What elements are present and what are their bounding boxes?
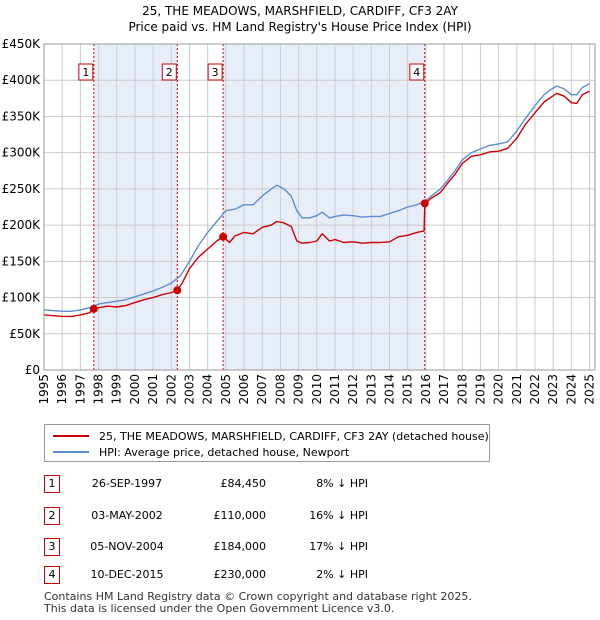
shaded-range <box>223 44 425 370</box>
footer-copyright: Contains HM Land Registry data © Crown c… <box>44 590 472 603</box>
x-tick-label: 2001 <box>146 374 160 405</box>
x-tick-label: 2009 <box>292 374 306 405</box>
sale-marker-label: 2 <box>166 66 173 79</box>
legend-label-hpi: HPI: Average price, detached house, Newp… <box>99 445 350 459</box>
x-tick-label: 2003 <box>182 374 196 405</box>
transaction-hpi-diff: 2% ↓ HPI <box>316 568 368 581</box>
y-tick-label: £50K <box>9 327 41 341</box>
transaction-date: 05-NOV-2004 <box>90 540 164 553</box>
x-tick-label: 1997 <box>73 374 87 405</box>
x-tick-label: 2000 <box>128 374 142 405</box>
sale-markers: 1 2 3 4 <box>78 44 426 370</box>
sale-marker-label: 4 <box>413 66 420 79</box>
x-tick-label: 2020 <box>492 374 506 405</box>
series-lines <box>43 83 590 318</box>
transaction-price: £184,000 <box>213 540 267 553</box>
y-tick-label: £450K <box>2 37 42 51</box>
y-tick-label: £200K <box>2 218 42 232</box>
x-tick-label: 2021 <box>510 374 524 405</box>
transaction-number: 3 <box>44 538 60 556</box>
x-tick-label: 2013 <box>364 374 378 405</box>
x-tick-label: 2024 <box>564 374 578 405</box>
transaction-number: 2 <box>44 507 60 525</box>
x-tick-label: 2023 <box>546 374 560 405</box>
chart-title-line2: Price paid vs. HM Land Registry's House … <box>128 20 472 34</box>
y-tick-label: £300K <box>2 146 42 160</box>
series-line-hpi <box>43 83 590 312</box>
x-tick-label: 2018 <box>455 374 469 405</box>
legend-line-price-paid <box>53 435 89 437</box>
transaction-price: £84,450 <box>220 477 267 490</box>
transaction-number: 1 <box>44 475 60 493</box>
x-tick-label: 2002 <box>164 374 178 405</box>
x-tick-label: 2010 <box>310 374 324 405</box>
x-tick-label: 2006 <box>237 374 251 405</box>
x-tick-label: 2008 <box>273 374 287 405</box>
x-tick-label: 2022 <box>528 374 542 405</box>
plot-frame <box>43 43 596 371</box>
x-tick-label: 2004 <box>201 374 215 405</box>
series-line-price-paid <box>43 90 590 318</box>
y-tick-label: £100K <box>2 291 42 305</box>
chart-title-line1: 25, THE MEADOWS, MARSHFIELD, CARDIFF, CF… <box>142 4 458 18</box>
y-tick-label: £0 <box>25 363 40 377</box>
axes: £0 £50K £100K £150K £200K £250K £300K £350K £400… <box>2 37 597 405</box>
shaded-range <box>93 44 178 370</box>
transaction-number: 4 <box>44 566 60 584</box>
x-tick-label: 2025 <box>583 374 597 405</box>
x-tick-label: 2007 <box>255 374 269 405</box>
y-tick-label: £350K <box>2 109 42 123</box>
x-tick-label: 2011 <box>328 374 342 405</box>
y-tick-label: £150K <box>2 254 42 268</box>
y-tick-label: £250K <box>2 182 42 196</box>
x-tick-label: 2017 <box>437 374 451 405</box>
sale-marker-box <box>207 63 223 81</box>
legend-label-price-paid: 25, THE MEADOWS, MARSHFIELD, CARDIFF, CF… <box>99 429 489 443</box>
legend-item-price-paid: 25, THE MEADOWS, MARSHFIELD, CARDIFF, CF… <box>53 429 489 443</box>
sale-marker-box <box>409 63 425 81</box>
x-tick-label: 2012 <box>346 374 360 405</box>
transaction-row: 3 05-NOV-2004 £184,000 17% ↓ HPI <box>0 538 600 558</box>
x-tick-label: 2005 <box>219 374 233 405</box>
legend-line-hpi <box>53 451 89 453</box>
y-tick-label: £400K <box>2 73 42 87</box>
x-tick-label: 2016 <box>419 374 433 405</box>
transaction-date: 03-MAY-2002 <box>91 509 163 522</box>
x-tick-label: 1999 <box>110 374 124 405</box>
transaction-date: 26-SEP-1997 <box>91 477 163 490</box>
footer-licence: This data is licensed under the Open Gov… <box>44 602 395 615</box>
sale-point <box>219 232 228 241</box>
legend: 25, THE MEADOWS, MARSHFIELD, CARDIFF, CF… <box>44 424 490 462</box>
x-tick-label: 2014 <box>383 374 397 405</box>
transaction-date: 10-DEC-2015 <box>90 568 164 581</box>
x-tick-label: 1998 <box>92 374 106 405</box>
sale-points <box>89 199 429 313</box>
x-tick-label: 2019 <box>473 374 487 405</box>
sale-marker-box <box>78 63 94 81</box>
transaction-hpi-diff: 8% ↓ HPI <box>316 477 368 490</box>
sale-point <box>173 286 182 295</box>
transaction-hpi-diff: 17% ↓ HPI <box>309 540 368 553</box>
x-tick-label: 1995 <box>37 374 51 405</box>
transaction-row: 1 26-SEP-1997 £84,450 8% ↓ HPI <box>0 475 600 495</box>
legend-item-hpi: HPI: Average price, detached house, Newp… <box>53 445 349 459</box>
transaction-price: £110,000 <box>213 509 267 522</box>
x-tick-label: 2015 <box>401 374 415 405</box>
price-chart: 1 2 3 4 £0 £50K £100K £150K £200K £250K £300K £350… <box>2 37 597 405</box>
transaction-hpi-diff: 16% ↓ HPI <box>309 509 368 522</box>
transaction-price: £230,000 <box>213 568 267 581</box>
sale-point <box>420 199 429 208</box>
sale-marker-box <box>161 63 177 81</box>
x-tick-label: 1996 <box>55 374 69 405</box>
sale-point <box>89 304 98 313</box>
transaction-row: 4 10-DEC-2015 £230,000 2% ↓ HPI <box>0 566 600 586</box>
shaded-regions <box>44 44 595 370</box>
sale-marker-label: 1 <box>82 66 89 79</box>
sale-marker-label: 3 <box>212 66 219 79</box>
transaction-row: 2 03-MAY-2002 £110,000 16% ↓ HPI <box>0 507 600 527</box>
